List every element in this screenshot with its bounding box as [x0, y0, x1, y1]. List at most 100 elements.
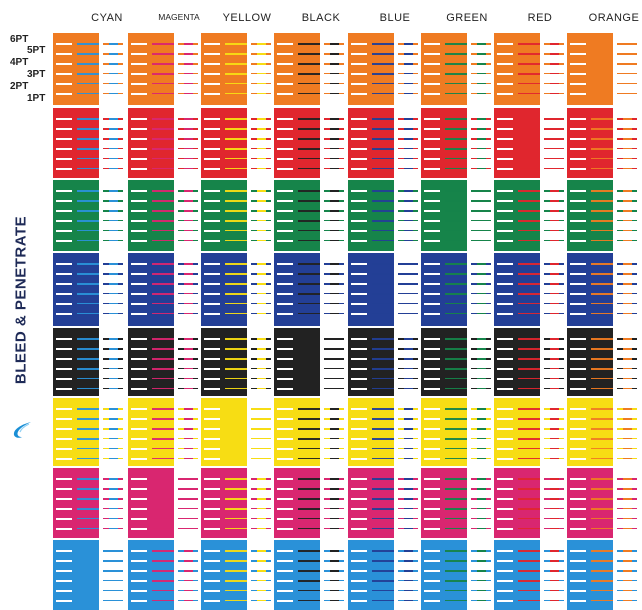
- stripe-ink-sample: [623, 448, 632, 450]
- white-line-sample: [351, 438, 367, 440]
- white-line-sample: [424, 230, 440, 232]
- stripe-ink-sample: [404, 508, 413, 510]
- stripe-ink-sample: [184, 498, 193, 500]
- white-line-sample: [56, 53, 72, 55]
- ink-line-sample: [591, 220, 613, 222]
- ink-line-sample: [225, 458, 247, 459]
- ink-line-sample: [298, 590, 320, 592]
- ink-line-sample: [372, 303, 394, 305]
- white-line-sample: [277, 138, 293, 140]
- stripe-ink-sample: [623, 73, 632, 75]
- ink-line-sample: [591, 600, 613, 601]
- ink-line-sample: [445, 313, 467, 314]
- stripe-ink-sample: [109, 378, 118, 380]
- stripe-ink-sample: [184, 338, 193, 341]
- stripe-ink-sample: [404, 488, 413, 490]
- ink-line-sample: [372, 240, 394, 241]
- white-line-sample: [277, 570, 293, 572]
- white-line-sample: [277, 63, 293, 65]
- ink-line-sample: [372, 230, 394, 232]
- ink-line-sample: [372, 508, 394, 510]
- white-line-sample: [497, 488, 513, 490]
- stripe-ink-sample: [330, 600, 339, 601]
- ink-line-sample: [225, 408, 247, 411]
- white-line-sample: [570, 118, 586, 120]
- ink-line-sample: [298, 220, 320, 222]
- white-line-sample: [204, 570, 220, 572]
- ink-line-sample: [152, 220, 174, 222]
- ink-line-sample: [298, 518, 320, 520]
- white-line-sample: [277, 83, 293, 85]
- white-line-sample: [570, 190, 586, 192]
- ink-line-sample: [591, 128, 613, 131]
- white-line-sample: [570, 230, 586, 232]
- stripe-ink-sample: [184, 73, 193, 75]
- stripe-ink-sample: [330, 138, 339, 140]
- ink-line-sample: [77, 200, 99, 203]
- white-line-sample: [131, 458, 147, 460]
- white-line-sample: [570, 283, 586, 285]
- ink-line-sample: [518, 240, 540, 241]
- ink-line-sample: [372, 128, 394, 131]
- white-line-sample: [56, 580, 72, 582]
- white-line-sample: [56, 240, 72, 242]
- white-line-sample: [204, 190, 220, 192]
- white-line-sample: [570, 358, 586, 360]
- ink-line-sample: [77, 570, 99, 572]
- ink-line-sample: [591, 458, 613, 459]
- ink-line-sample: [518, 230, 540, 232]
- stripe-ink-sample: [257, 230, 266, 232]
- stripe-ink-sample: [623, 230, 632, 232]
- stripe-ink-sample: [404, 73, 413, 75]
- ink-line-sample: [445, 138, 467, 140]
- ink-line-sample: [445, 378, 467, 380]
- white-line-sample: [277, 348, 293, 350]
- white-line-sample: [131, 230, 147, 232]
- white-line-sample: [570, 580, 586, 582]
- white-line-sample: [277, 378, 293, 380]
- ink-line-sample: [225, 73, 247, 75]
- ink-line-sample: [591, 368, 613, 370]
- white-line-sample: [497, 580, 513, 582]
- stripe-ink-sample: [330, 303, 339, 305]
- stripe-ink-sample: [404, 550, 413, 553]
- ink-line-sample: [372, 313, 394, 314]
- ink-line-sample: [77, 458, 99, 459]
- stripe-ink-sample: [257, 190, 266, 193]
- stripe-ink-sample: [330, 118, 339, 121]
- ink-line-sample: [298, 230, 320, 232]
- white-line-sample: [351, 458, 367, 460]
- stripe-ink-sample: [550, 158, 559, 160]
- stripe-ink-sample: [330, 570, 339, 572]
- ink-line-sample: [298, 210, 320, 212]
- ink-line-sample: [445, 168, 467, 169]
- stripe-ink-sample: [184, 518, 193, 520]
- stripe-ink-sample: [330, 518, 339, 520]
- ink-line-sample: [518, 118, 540, 121]
- stripe-ink-sample: [330, 53, 339, 55]
- white-line-sample: [56, 418, 72, 420]
- white-line-sample: [277, 388, 293, 390]
- stripe-ink-sample: [404, 43, 413, 46]
- white-line-sample: [424, 448, 440, 450]
- ink-line-sample: [518, 128, 540, 131]
- stripe-ink-sample: [184, 580, 193, 582]
- stripe-ink-sample: [623, 240, 632, 241]
- white-line-sample: [56, 190, 72, 192]
- ink-line-sample: [591, 418, 613, 421]
- ink-line-sample: [152, 408, 174, 411]
- stripe-ink-sample: [109, 240, 118, 241]
- ink-line-sample: [372, 63, 394, 65]
- stripe-ink-sample: [623, 263, 632, 266]
- ink-line-sample: [445, 118, 467, 121]
- stripe-ink-sample: [184, 528, 193, 529]
- stripe-ink-sample: [623, 498, 632, 500]
- ink-line-sample: [152, 488, 174, 491]
- ink-line-sample: [225, 508, 247, 510]
- stripe-ink-sample: [623, 338, 632, 341]
- white-line-sample: [204, 428, 220, 430]
- stripe-ink-sample: [330, 190, 339, 193]
- white-line-sample: [277, 418, 293, 420]
- ink-line-sample: [591, 283, 613, 285]
